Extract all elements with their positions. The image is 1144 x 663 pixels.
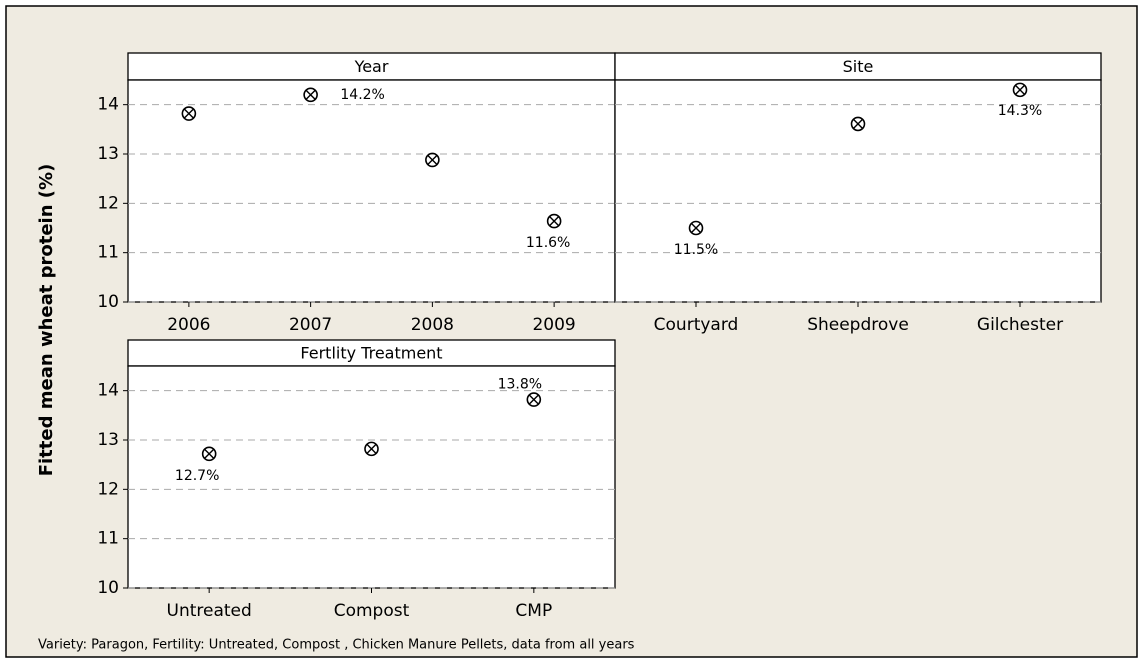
point-circle [425,152,440,168]
x-tick-label: 2007 [289,315,332,335]
point-cross [427,154,438,166]
x-tick-label: 2009 [532,315,575,335]
y-tick-label: 10 [97,292,119,312]
point-circle [201,446,217,462]
data-label: 13.8% [498,377,542,393]
panel-header [127,339,616,367]
point [303,87,318,103]
x-tick-label: Gilchester [977,315,1063,335]
point-circle [546,213,562,229]
point-circle [1012,82,1028,98]
x-tick-label: CMP [515,601,552,621]
y-tick-label: 14 [97,381,119,401]
point [201,446,217,462]
panel-title: Site [843,57,874,76]
point-cross [549,215,560,227]
x-tick-label: Untreated [167,601,252,621]
point-circle [850,116,866,132]
point-cross [852,118,864,130]
data-label: 12.7% [175,468,219,484]
point-cross [204,448,215,459]
y-tick-label: 12 [97,193,119,213]
point-circle [688,220,704,236]
point-circle [303,87,318,103]
x-tick-label: Courtyard [654,315,739,335]
x-tick-label: 2006 [167,315,210,335]
y-tick-label: 12 [97,479,119,499]
footnote: Variety: Paragon, Fertility: Untreated, … [38,638,635,653]
point-cross [305,89,316,100]
point [526,392,542,407]
point [546,213,562,229]
point [688,220,704,236]
point-cross [366,443,377,454]
point [425,152,440,168]
point-cross [690,222,702,234]
x-tick-label: Sheepdrove [807,315,909,335]
x-tick-label: 2008 [411,315,454,335]
data-label: 14.3% [998,103,1042,119]
panel-header [127,52,616,81]
point-circle [364,441,379,457]
plot-area [127,365,616,589]
panel-title: Year [354,57,389,76]
panel-title: Fertlity Treatment [300,344,442,363]
plot-area [127,79,616,303]
point-circle [181,106,197,121]
point-cross [1014,84,1026,95]
y-tick-label: 10 [97,578,119,598]
point-circle [526,392,542,407]
data-label: 11.5% [674,242,718,258]
point-cross [183,108,194,119]
y-tick-label: 13 [97,144,119,164]
data-label: 11.6% [526,235,570,251]
x-tick-label: Compost [334,601,410,621]
y-tick-label: 14 [97,95,119,115]
y-tick-label: 11 [97,529,119,549]
point-cross [528,394,539,405]
point [850,116,866,132]
y-tick-label: 11 [97,243,119,263]
y-axis-label: Fitted mean wheat protein (%) [36,164,57,477]
y-tick-label: 13 [97,430,119,450]
data-label: 14.2% [340,87,384,103]
point [1012,82,1028,98]
point [364,441,379,457]
point [181,106,197,121]
panel-header [614,52,1102,81]
